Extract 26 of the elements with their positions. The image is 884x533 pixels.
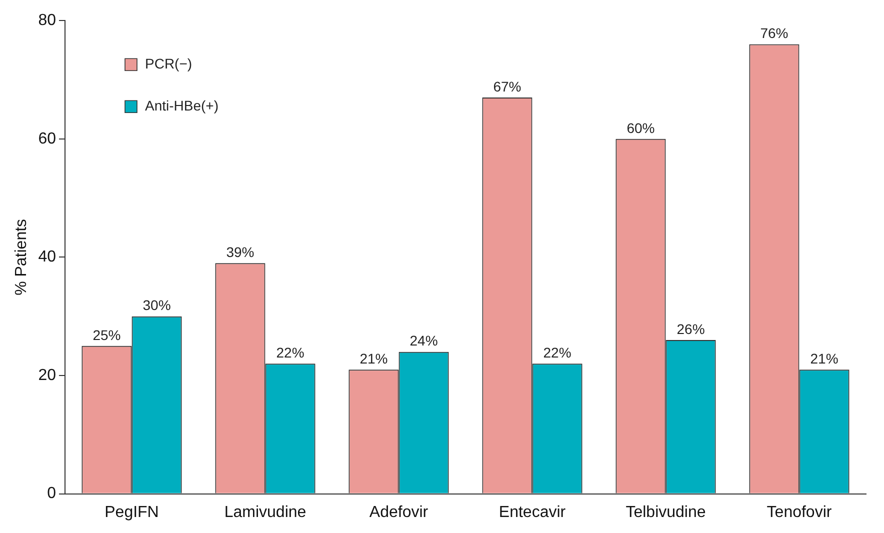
y-tick-label: 40	[38, 248, 56, 266]
data-label: 67%	[493, 78, 522, 94]
data-label: 21%	[360, 350, 388, 366]
x-tick-label: PegIFN	[104, 504, 159, 521]
data-label: 76%	[760, 25, 788, 42]
y-tick-label: 0	[47, 485, 56, 502]
y-tick-label: 80	[38, 12, 56, 30]
x-tick-label: Tenofovir	[766, 504, 832, 521]
legend-label: Anti-HBe(+)	[144, 97, 219, 114]
data-label: 25%	[92, 326, 121, 343]
x-tick-label: Telbivudine	[626, 504, 706, 521]
data-label: 22%	[276, 344, 304, 361]
data-label: 24%	[410, 332, 438, 349]
data-label: 26%	[676, 320, 705, 337]
data-label: 21%	[810, 350, 838, 366]
y-axis-title: % Patients	[13, 218, 30, 296]
data-label: 39%	[226, 244, 254, 260]
y-tick-label: 60	[38, 130, 56, 148]
data-label: 22%	[543, 344, 572, 361]
data-label: 60%	[626, 120, 655, 136]
y-tick-label: 20	[38, 366, 56, 384]
x-tick-label: Entecavir	[498, 504, 566, 521]
x-tick-label: Lamivudine	[224, 504, 306, 521]
data-label: 30%	[142, 297, 171, 314]
legend-label: PCR(−)	[144, 55, 192, 72]
x-tick-label: Adefovir	[369, 504, 429, 521]
